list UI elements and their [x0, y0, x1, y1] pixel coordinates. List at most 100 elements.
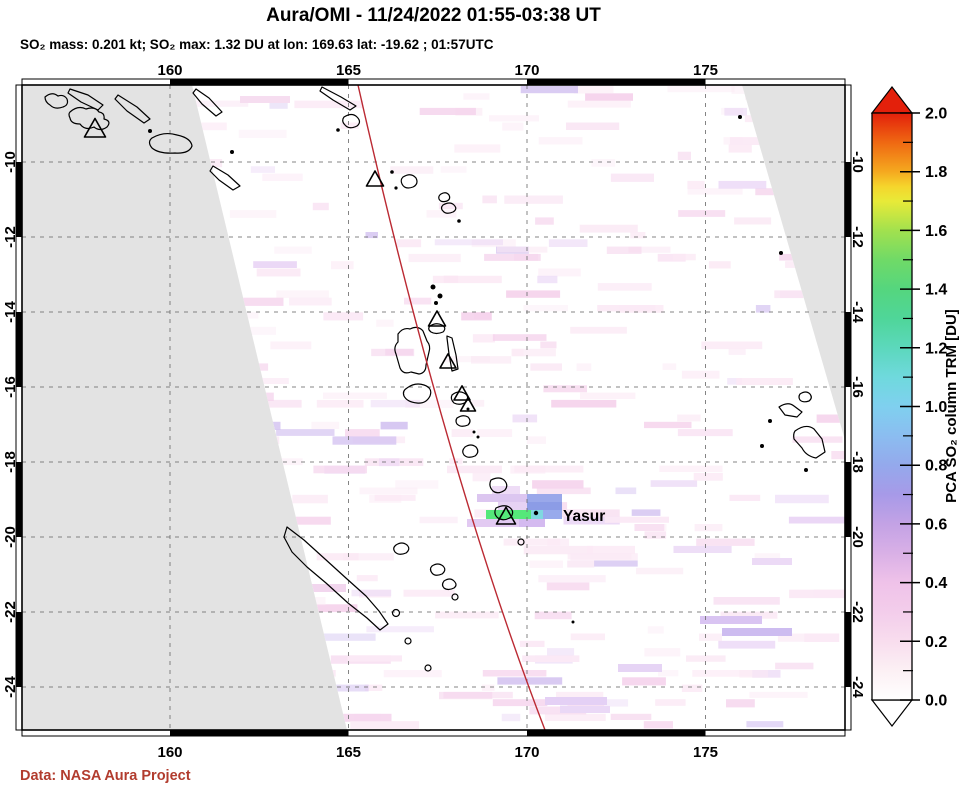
noise-pixel [313, 465, 367, 474]
plume-segment [492, 486, 520, 494]
noise-pixel [567, 100, 631, 108]
islet-dot [148, 129, 152, 133]
noise-pixel [634, 524, 665, 531]
volcano-icon [427, 310, 447, 327]
islet-dot [738, 115, 742, 119]
noise-pixel [585, 93, 633, 101]
small-island [517, 538, 525, 546]
so2-streak [722, 628, 792, 636]
noise-pixel [643, 721, 673, 729]
noise-pixel [471, 356, 512, 364]
noise-pixel [242, 399, 302, 408]
noise-pixel [573, 86, 614, 94]
noise-pixel [217, 297, 284, 306]
noise-pixel [489, 115, 539, 122]
noise-pixel [351, 589, 392, 597]
noise-pixel [681, 370, 720, 379]
colorbar-title: PCA SO₂ column TRM [DU] [943, 309, 960, 503]
noise-pixel [563, 516, 620, 525]
noise-pixel [788, 516, 845, 524]
frame-band-segment [845, 312, 851, 387]
page-title: Aura/OMI - 11/24/2022 01:55-03:38 UT [266, 5, 601, 26]
noise-pixel [383, 670, 442, 678]
noise-pixel [523, 305, 568, 312]
noise-pixel [350, 721, 420, 729]
noise-pixel [686, 655, 726, 662]
noise-pixel [579, 224, 638, 233]
noise-pixel [775, 494, 829, 504]
noise-pixel [403, 589, 455, 597]
lat-tick-label: -18 [849, 451, 866, 473]
noise-pixel [597, 283, 652, 291]
volcano-markers [83, 117, 517, 525]
plume-segment [527, 502, 562, 510]
colorbar-tick-label: 1.6 [925, 223, 947, 240]
noise-pixel [576, 363, 592, 371]
lat-tick-label: -18 [2, 451, 19, 473]
noise-pixel [454, 144, 501, 153]
frame-band-segment [16, 312, 22, 387]
so2-streak [752, 558, 792, 565]
noise-pixel [440, 166, 467, 173]
lat-tick-label: -10 [849, 151, 866, 173]
lat-tick-label: -16 [849, 376, 866, 398]
noise-pixel [551, 399, 617, 408]
islet-dot [230, 150, 234, 154]
noise-pixel [813, 589, 845, 598]
noise-pixel [594, 560, 638, 567]
frame-band [21, 78, 846, 86]
noise-pixel [529, 560, 563, 568]
lat-tick-label: -12 [2, 226, 19, 248]
noise-pixel [276, 290, 329, 298]
noise-pixel [262, 173, 303, 181]
noise-pixel [484, 253, 541, 261]
noise-pixel [496, 246, 548, 253]
noise-pixel [755, 305, 771, 313]
noise-pixel [449, 458, 463, 465]
noise-pixel [345, 429, 380, 437]
noise-pixel [323, 312, 364, 321]
so2-streak [545, 697, 607, 705]
volcano-icon [439, 353, 457, 369]
noise-pixel [692, 670, 753, 677]
noise-pixel [514, 465, 584, 473]
noise-pixel [662, 363, 677, 370]
noise-pixel [376, 319, 394, 327]
so2-max-marker [533, 510, 539, 516]
frame-band-segment [170, 79, 349, 85]
axis-tick-labels: 160 160 165 165 170 170 175 175 -10 -10 -12 -12 -14 -… [2, 62, 866, 761]
noise-pixel [434, 239, 503, 246]
colorbar-tick-label: 1.4 [925, 282, 947, 299]
noise-pixel [831, 451, 845, 460]
noise-pixel [405, 399, 454, 408]
noise-pixel [547, 648, 575, 656]
noise-pixel [604, 516, 669, 523]
colorbar-bottom-arrow [870, 699, 914, 727]
noise-pixel [380, 421, 408, 430]
so2-streak [618, 664, 662, 672]
noise-pixel [471, 399, 485, 407]
noise-pixel [192, 100, 249, 107]
noise-pixel [192, 122, 227, 131]
noise-pixel [567, 560, 595, 568]
frame-band-segment [527, 730, 706, 736]
noise-pixel [359, 487, 418, 495]
noise-pixel [534, 611, 572, 620]
so2-streak [560, 706, 610, 713]
plume-segment [519, 519, 545, 527]
noise-pixel [718, 640, 776, 649]
noise-pixel [673, 545, 732, 553]
noise-pixel [238, 129, 287, 138]
noise-pixel [687, 180, 705, 190]
noise-pixel [270, 341, 312, 350]
noise-pixel [404, 297, 432, 305]
lat-tick-label: -20 [2, 526, 19, 548]
noise-pixel [728, 348, 746, 355]
noise-pixel [341, 713, 392, 722]
graticule [22, 85, 845, 730]
lon-tick-label: 165 [336, 62, 361, 79]
noise-pixel [276, 429, 335, 436]
noise-pixel [667, 86, 735, 93]
noise-pixel [701, 341, 763, 350]
noise-pixel [408, 253, 461, 263]
